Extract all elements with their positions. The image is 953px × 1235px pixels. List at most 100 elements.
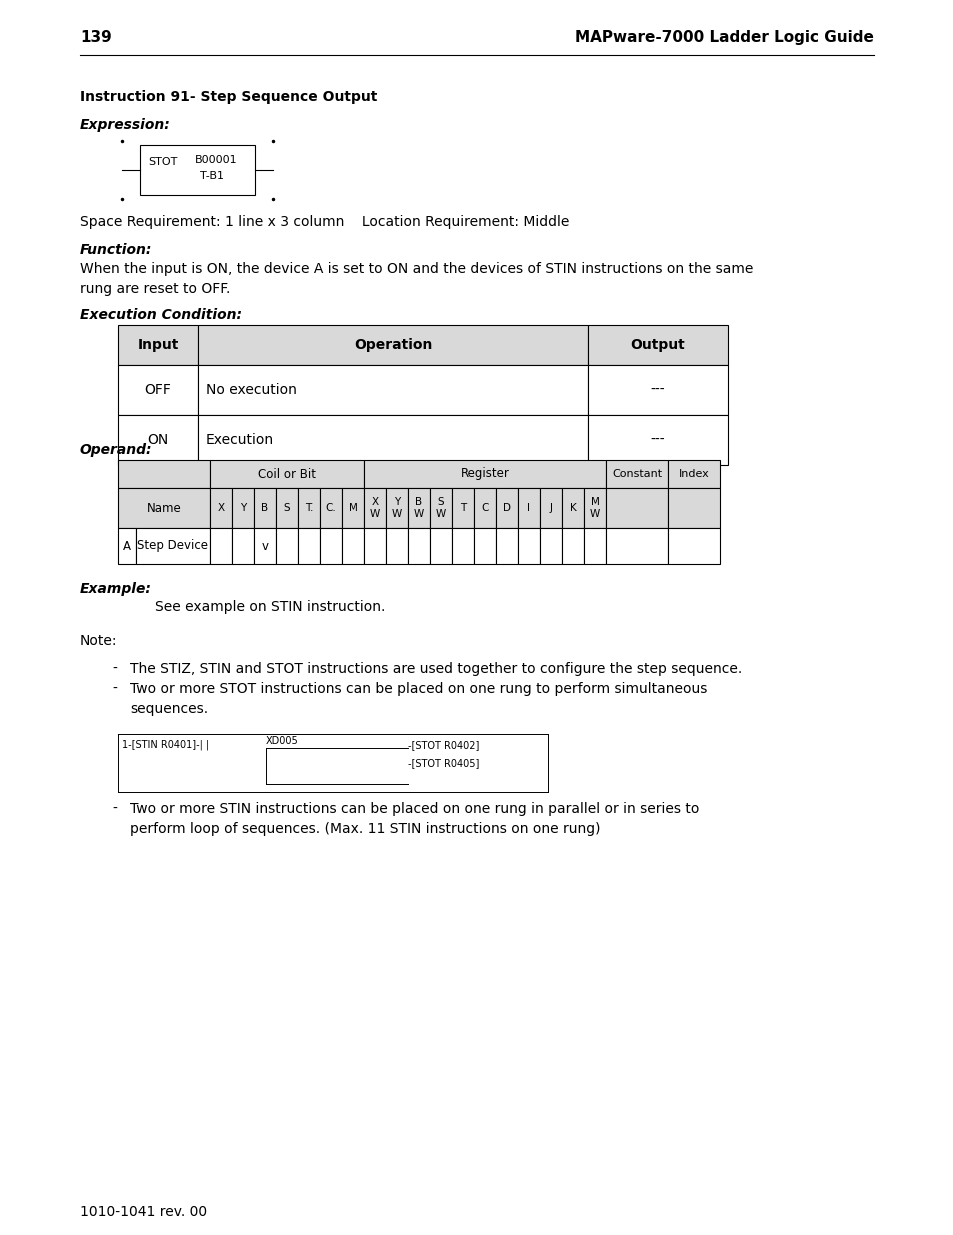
Text: Operand:: Operand:	[80, 443, 152, 457]
Text: M: M	[348, 503, 357, 513]
Text: Two or more STOT instructions can be placed on one rung to perform simultaneous
: Two or more STOT instructions can be pla…	[130, 682, 706, 715]
Bar	[430, 488, 452, 529]
Bar	[583, 488, 605, 529]
Text: The STIZ, STIN and STOT instructions are used together to configure the step seq: The STIZ, STIN and STOT instructions are…	[130, 662, 741, 676]
Text: T.: T.	[305, 503, 313, 513]
Bar	[210, 488, 232, 529]
Bar	[452, 529, 474, 564]
Bar	[118, 415, 198, 466]
Text: J: J	[549, 503, 552, 513]
Bar	[253, 529, 275, 564]
Text: XD005: XD005	[266, 736, 298, 746]
Bar	[341, 529, 364, 564]
Bar	[452, 488, 474, 529]
Text: Step Device: Step Device	[137, 540, 209, 552]
Text: Name: Name	[147, 501, 181, 515]
Bar	[210, 459, 364, 488]
Bar	[605, 529, 667, 564]
Text: S: S	[283, 503, 290, 513]
Bar	[232, 488, 253, 529]
Text: X
W: X W	[370, 498, 379, 519]
Bar	[517, 488, 539, 529]
Text: K: K	[569, 503, 576, 513]
Bar	[561, 529, 583, 564]
Bar	[605, 459, 667, 488]
Text: Space Requirement: 1 line x 3 column    Location Requirement: Middle: Space Requirement: 1 line x 3 column Loc…	[80, 215, 569, 228]
Text: -: -	[112, 662, 117, 676]
Bar	[587, 366, 727, 415]
Bar	[496, 529, 517, 564]
Bar	[341, 488, 364, 529]
Bar	[140, 144, 254, 195]
Text: -[STOT R0405]: -[STOT R0405]	[408, 758, 478, 768]
Text: B
W: B W	[414, 498, 424, 519]
Bar	[118, 529, 136, 564]
Bar	[297, 488, 319, 529]
Bar	[474, 529, 496, 564]
Bar	[198, 415, 587, 466]
Text: A: A	[123, 540, 131, 552]
Bar	[474, 488, 496, 529]
Bar	[408, 529, 430, 564]
Text: STOT: STOT	[148, 157, 177, 167]
Bar	[430, 529, 452, 564]
Text: -[STOT R0402]: -[STOT R0402]	[408, 740, 478, 750]
Bar	[118, 325, 198, 366]
Bar	[118, 488, 210, 529]
Bar	[297, 529, 319, 564]
Bar	[232, 529, 253, 564]
Text: 1010-1041 rev. 00: 1010-1041 rev. 00	[80, 1205, 207, 1219]
Bar	[583, 529, 605, 564]
Bar	[587, 325, 727, 366]
Text: Function:: Function:	[80, 243, 152, 257]
Bar	[539, 488, 561, 529]
Bar	[210, 529, 232, 564]
Text: M
W: M W	[589, 498, 599, 519]
Text: T-B1: T-B1	[200, 170, 224, 182]
Bar	[587, 415, 727, 466]
Text: Y
W: Y W	[392, 498, 402, 519]
Bar	[118, 459, 210, 488]
Text: Register: Register	[460, 468, 509, 480]
Bar	[136, 529, 210, 564]
Text: 139: 139	[80, 30, 112, 44]
Text: I: I	[527, 503, 530, 513]
Text: ON: ON	[147, 433, 169, 447]
Bar	[386, 529, 408, 564]
Text: ---: ---	[650, 433, 664, 447]
Bar	[198, 325, 587, 366]
Bar	[408, 488, 430, 529]
Bar	[561, 488, 583, 529]
Text: D: D	[502, 503, 511, 513]
Bar	[319, 488, 341, 529]
Bar	[667, 459, 720, 488]
Text: 1-[STIN R0401]-| |: 1-[STIN R0401]-| |	[122, 740, 209, 751]
Bar	[319, 529, 341, 564]
Bar	[275, 529, 297, 564]
Text: Instruction 91- Step Sequence Output: Instruction 91- Step Sequence Output	[80, 90, 377, 104]
Text: C.: C.	[325, 503, 336, 513]
Text: S
W: S W	[436, 498, 446, 519]
Bar	[539, 529, 561, 564]
Text: Execution Condition:: Execution Condition:	[80, 308, 242, 322]
Text: Operation: Operation	[354, 338, 432, 352]
Text: T: T	[459, 503, 466, 513]
Text: Index: Index	[678, 469, 709, 479]
Text: X: X	[217, 503, 224, 513]
Bar	[667, 529, 720, 564]
Bar	[198, 366, 587, 415]
Bar	[118, 366, 198, 415]
Bar	[496, 488, 517, 529]
Text: Constant: Constant	[611, 469, 661, 479]
Text: Y: Y	[239, 503, 246, 513]
Text: Input: Input	[137, 338, 178, 352]
Text: ---: ---	[650, 383, 664, 396]
Text: Expression:: Expression:	[80, 119, 171, 132]
Text: When the input is ON, the device A is set to ON and the devices of STIN instruct: When the input is ON, the device A is se…	[80, 262, 753, 295]
Text: Output: Output	[630, 338, 684, 352]
Bar	[517, 529, 539, 564]
Bar	[364, 529, 386, 564]
Text: MAPware-7000 Ladder Logic Guide: MAPware-7000 Ladder Logic Guide	[575, 30, 873, 44]
Text: -: -	[112, 682, 117, 697]
Text: Coil or Bit: Coil or Bit	[257, 468, 315, 480]
